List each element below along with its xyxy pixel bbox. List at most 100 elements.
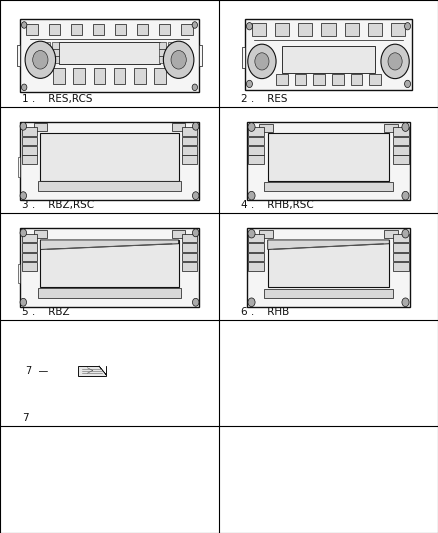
- Text: 3 .    RBZ,RSC: 3 . RBZ,RSC: [22, 200, 94, 210]
- Bar: [43, 43, 50, 49]
- Bar: [248, 136, 265, 145]
- Bar: [34, 230, 47, 238]
- Circle shape: [25, 41, 56, 78]
- Bar: [38, 181, 181, 191]
- Bar: [53, 68, 65, 84]
- Bar: [115, 23, 127, 35]
- Circle shape: [405, 80, 410, 87]
- Bar: [368, 23, 382, 36]
- Bar: [392, 127, 409, 136]
- Bar: [245, 19, 412, 90]
- Bar: [168, 43, 175, 49]
- Bar: [26, 23, 38, 35]
- Circle shape: [402, 191, 409, 200]
- Bar: [392, 136, 409, 145]
- Bar: [94, 68, 105, 84]
- Bar: [17, 45, 20, 66]
- Circle shape: [192, 229, 199, 237]
- Bar: [52, 56, 59, 63]
- Bar: [248, 243, 265, 252]
- Bar: [248, 233, 265, 243]
- Bar: [268, 133, 389, 181]
- Bar: [168, 56, 175, 63]
- Bar: [264, 289, 393, 297]
- Bar: [114, 68, 125, 84]
- Bar: [182, 253, 198, 261]
- Bar: [173, 123, 185, 131]
- Bar: [159, 43, 166, 49]
- Circle shape: [248, 123, 255, 131]
- Bar: [74, 68, 85, 84]
- Bar: [59, 43, 160, 64]
- Bar: [182, 146, 198, 155]
- Circle shape: [192, 298, 199, 306]
- Bar: [159, 56, 166, 63]
- Bar: [247, 122, 410, 200]
- Bar: [43, 56, 50, 63]
- Bar: [276, 74, 288, 85]
- Bar: [34, 123, 47, 131]
- Circle shape: [171, 51, 186, 69]
- Bar: [332, 74, 344, 85]
- Text: 7  —: 7 —: [26, 366, 49, 376]
- Bar: [259, 230, 273, 238]
- Bar: [392, 233, 409, 243]
- Bar: [384, 230, 398, 238]
- Bar: [21, 127, 37, 136]
- Bar: [392, 253, 409, 261]
- Polygon shape: [40, 240, 179, 249]
- Bar: [248, 253, 265, 261]
- Bar: [49, 23, 60, 35]
- Bar: [134, 68, 145, 84]
- Polygon shape: [99, 366, 106, 375]
- Text: 6 .    RHB: 6 . RHB: [241, 307, 289, 317]
- Bar: [182, 233, 198, 243]
- Circle shape: [248, 44, 276, 78]
- Bar: [21, 233, 37, 243]
- Bar: [21, 262, 37, 271]
- Bar: [182, 127, 198, 136]
- Text: 2 .    RES: 2 . RES: [241, 94, 287, 103]
- Bar: [38, 288, 181, 297]
- Bar: [20, 122, 199, 200]
- Bar: [182, 262, 198, 271]
- Text: 4 .    RHB,RSC: 4 . RHB,RSC: [241, 200, 314, 210]
- Circle shape: [192, 192, 199, 199]
- Bar: [182, 136, 198, 145]
- Bar: [392, 262, 409, 271]
- Bar: [78, 366, 106, 376]
- Bar: [43, 49, 50, 56]
- Bar: [321, 23, 336, 36]
- Circle shape: [248, 229, 255, 238]
- Bar: [173, 230, 185, 238]
- Circle shape: [21, 84, 27, 91]
- Bar: [159, 49, 166, 56]
- Circle shape: [405, 22, 410, 30]
- Bar: [259, 124, 273, 132]
- Circle shape: [402, 298, 409, 306]
- Bar: [182, 156, 198, 164]
- Bar: [248, 146, 265, 155]
- Bar: [298, 23, 312, 36]
- Text: 5 .    RBZ: 5 . RBZ: [22, 307, 70, 317]
- Bar: [248, 262, 265, 271]
- Bar: [392, 146, 409, 155]
- Bar: [40, 240, 179, 287]
- Circle shape: [248, 298, 255, 306]
- Circle shape: [247, 80, 252, 87]
- Bar: [384, 124, 398, 132]
- Circle shape: [388, 53, 402, 70]
- Bar: [40, 133, 179, 181]
- Bar: [137, 23, 148, 35]
- Bar: [392, 156, 409, 164]
- Bar: [20, 228, 199, 307]
- Bar: [248, 127, 265, 136]
- Bar: [275, 23, 289, 36]
- Bar: [295, 74, 306, 85]
- Bar: [21, 243, 37, 252]
- Bar: [21, 146, 37, 155]
- Bar: [351, 74, 362, 85]
- Circle shape: [192, 122, 199, 130]
- Circle shape: [192, 22, 198, 28]
- Bar: [392, 243, 409, 252]
